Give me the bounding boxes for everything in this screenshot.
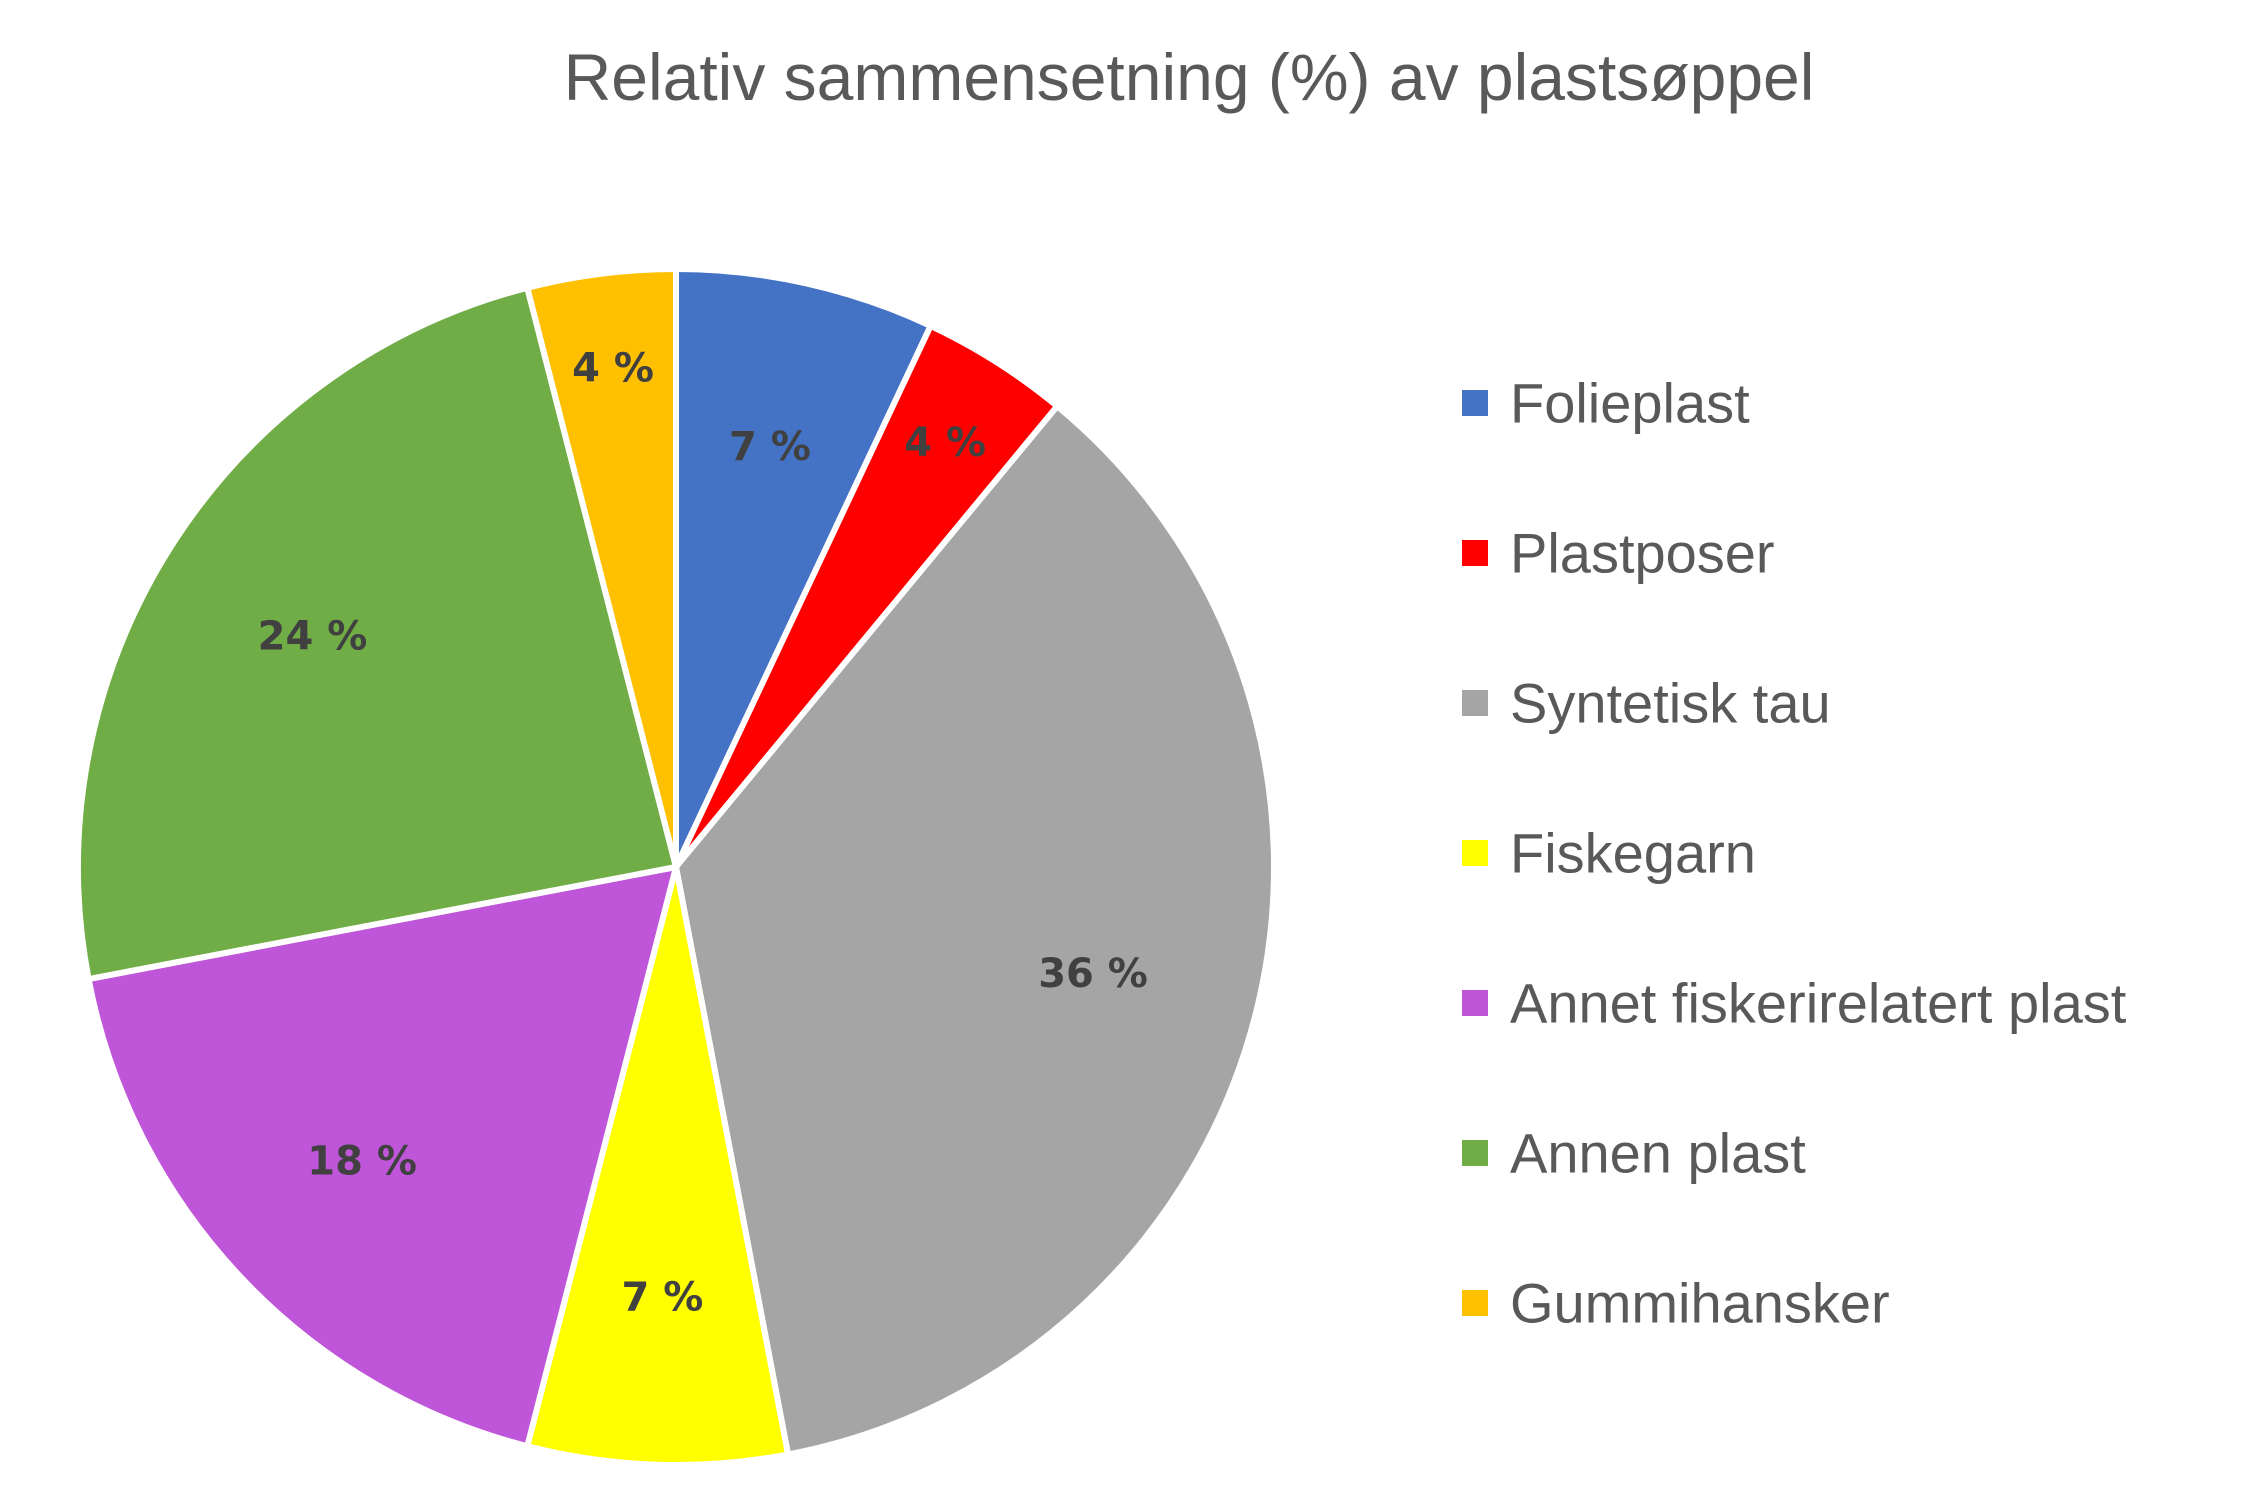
pie-slice-folieplast (673, 266, 934, 870)
legend-label-annet-fiskerirelatert-plast: Annet fiskerirelatert plast (1510, 972, 2127, 1035)
pie-slice-gummihansker (524, 266, 679, 870)
legend-label-gummihansker: Gummihansker (1510, 1272, 1890, 1335)
data-label-folieplast: 7 % (729, 424, 811, 470)
pie-slice-annen-plast (75, 284, 679, 983)
legend-swatch-annen-plast (1462, 1140, 1488, 1166)
data-label-syntetisk-tau: 36 % (1038, 951, 1148, 997)
pie-slice-syntetisk-tau (673, 403, 1278, 1458)
pie-slice-fiskegarn (524, 864, 792, 1468)
legend-label-annen-plast: Annen plast (1510, 1122, 1806, 1185)
legend-label-plastposer: Plastposer (1510, 522, 1775, 585)
data-label-annet-fiskerirelatert-plast: 18 % (307, 1139, 417, 1185)
data-label-plastposer: 4 % (904, 420, 986, 466)
data-label-annen-plast: 24 % (258, 613, 368, 659)
pie-slices (75, 266, 1278, 1468)
data-label-gummihansker: 4 % (572, 346, 654, 392)
legend-swatch-folieplast (1462, 390, 1488, 416)
data-label-fiskegarn: 7 % (622, 1274, 704, 1320)
legend-label-syntetisk-tau: Syntetisk tau (1510, 672, 1831, 735)
legend-label-folieplast: Folieplast (1510, 372, 1750, 435)
pie-slice-annet-fiskerirelatert-plast (85, 864, 679, 1450)
legend-label-fiskegarn: Fiskegarn (1510, 822, 1756, 885)
legend-swatch-gummihansker (1462, 1290, 1488, 1316)
legend-swatch-plastposer (1462, 540, 1488, 566)
legend-swatch-annet-fiskerirelatert-plast (1462, 990, 1488, 1016)
chart-title: Relativ sammensetning (%) av plastsøppel (564, 40, 1815, 114)
legend-swatch-syntetisk-tau (1462, 690, 1488, 716)
slice-labels: 7 % 4 % 36 % 7 % 18 % 24 % 4 % (258, 346, 1148, 1321)
legend-swatch-fiskegarn (1462, 840, 1488, 866)
legend: Folieplast Plastposer Syntetisk tau Fiskega… (1462, 372, 2127, 1335)
